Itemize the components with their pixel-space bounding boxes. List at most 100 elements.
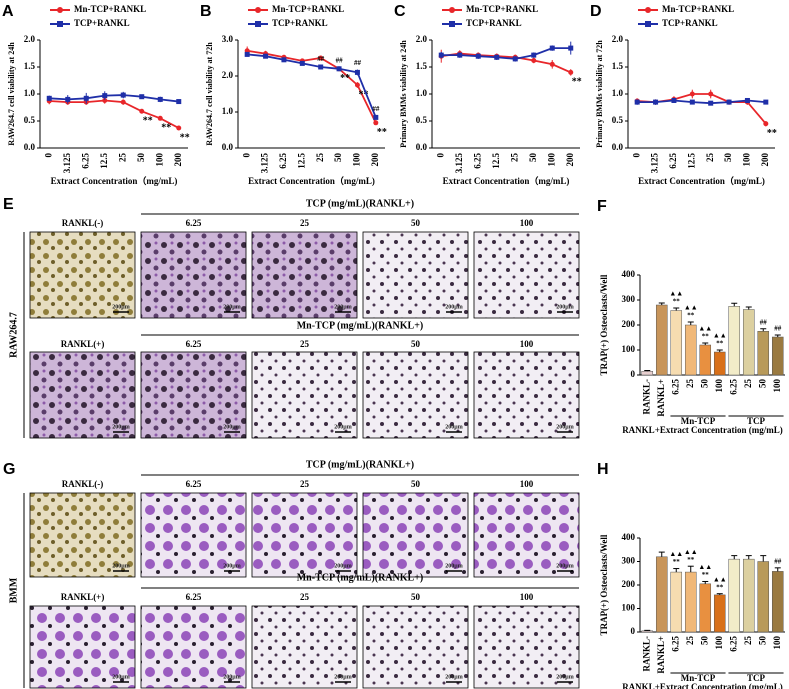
y-tick-label: 200 <box>622 579 636 589</box>
point <box>83 95 89 101</box>
column-label: 50 <box>411 339 421 349</box>
y-tick-label: 2.0 <box>612 34 624 44</box>
scale-label: 200μm <box>556 563 573 569</box>
micrograph <box>362 231 469 319</box>
x-tick-label: 50 <box>699 636 709 646</box>
point <box>763 121 769 127</box>
x-tick-label: 100 <box>742 153 752 167</box>
annotation: ** <box>180 132 190 143</box>
micrograph <box>140 231 247 319</box>
x-tick-label: RANKL+ <box>656 636 666 674</box>
annotation: ** <box>716 340 724 348</box>
micrograph <box>362 605 469 689</box>
x-axis-label: Extract Concentration（mg/mL) <box>638 176 765 186</box>
micrograph <box>29 231 136 319</box>
x-tick-label: 3.125 <box>62 153 72 174</box>
y-tick-label: 2.0 <box>222 70 234 80</box>
x-axis-label: Extract Concentration（mg/mL) <box>248 176 375 186</box>
micrograph <box>29 351 136 439</box>
legend-label: Mn-TCP+RANKL <box>74 4 146 14</box>
x-tick-label: 6.25 <box>278 153 288 169</box>
point <box>102 97 108 103</box>
legend-marker <box>255 7 261 13</box>
legend-label: TCP+RANKL <box>272 18 328 28</box>
group-label: TCP <box>747 673 766 683</box>
x-tick-label: 50 <box>699 379 709 389</box>
row-header: TCP (mg/mL)(RANKL+) <box>306 459 414 470</box>
first-label: RANKL(-) <box>62 218 104 228</box>
scale-label: 200μm <box>223 563 240 569</box>
series-line <box>247 49 377 124</box>
micrograph <box>362 492 469 578</box>
series-line <box>441 47 571 60</box>
y-tick-label: 100 <box>622 603 636 613</box>
x-tick-label: 0 <box>241 153 251 158</box>
annotation: ** <box>572 77 582 88</box>
column-label: 6.25 <box>186 479 202 489</box>
annotation: ## <box>317 55 325 63</box>
annotation: ** <box>687 312 695 320</box>
x-tick-label: 3.125 <box>454 153 464 174</box>
point <box>373 120 379 126</box>
cell-label: BMM <box>8 577 19 603</box>
bar <box>655 556 668 633</box>
annotation: ** <box>377 127 387 138</box>
annotation: ** <box>767 128 777 139</box>
panel-label: B <box>200 3 212 20</box>
y-tick-label: 0.5 <box>24 115 36 125</box>
point <box>318 55 324 61</box>
point <box>512 56 518 62</box>
point <box>531 52 537 58</box>
point <box>475 53 481 59</box>
y-tick-label: 300 <box>622 556 636 566</box>
x-tick-label: 200 <box>760 153 770 167</box>
x-axis-label: Extract Concentration（mg/mL) <box>51 176 178 186</box>
column-label: 25 <box>300 218 310 228</box>
legend-marker <box>57 7 63 13</box>
series-line <box>49 94 179 103</box>
y-axis-label: TRAP(+) Osteoclasts/Well <box>599 274 609 375</box>
scale-label: 200μm <box>445 424 462 430</box>
scale-label: 200μm <box>223 674 240 680</box>
y-tick-label: 0.0 <box>222 142 234 152</box>
first-label: RANKL(+) <box>61 339 105 349</box>
point <box>139 94 145 100</box>
x-tick-label: 25 <box>685 636 695 646</box>
y-tick-label: 1.0 <box>416 88 428 98</box>
y-tick-label: 0 <box>631 369 636 379</box>
x-tick-label: 6.25 <box>80 153 90 169</box>
point <box>689 99 695 105</box>
scale-label: 200μm <box>223 304 240 310</box>
y-tick-label: 1.5 <box>416 61 428 71</box>
column-label: 25 <box>300 592 310 602</box>
column-label: 50 <box>411 218 421 228</box>
point <box>157 96 163 102</box>
x-tick-label: 6.25 <box>668 153 678 169</box>
annotation: ▲▲ <box>684 304 698 312</box>
x-tick-label: 0 <box>631 153 641 158</box>
column-label: 100 <box>520 339 534 349</box>
scale-label: 200μm <box>112 424 129 430</box>
annotation: ▲▲ <box>669 290 683 298</box>
point <box>373 114 379 120</box>
legend-marker <box>645 7 651 13</box>
y-tick-label: 0 <box>631 626 636 636</box>
column-label: 50 <box>411 592 421 602</box>
x-tick-label: RANKL+ <box>656 379 666 417</box>
annotation: ## <box>774 557 782 565</box>
point <box>689 91 695 97</box>
y-tick-label: 0.0 <box>416 142 428 152</box>
column-label: 25 <box>300 339 310 349</box>
bar <box>641 371 654 376</box>
point <box>726 99 732 105</box>
micrograph <box>29 605 136 689</box>
x-tick-label: 12.5 <box>99 153 109 169</box>
x-tick-label: 100 <box>546 153 556 167</box>
group-label: Mn-TCP <box>681 673 716 683</box>
point <box>568 69 574 75</box>
point <box>46 95 52 101</box>
x-tick-label: RANKL- <box>641 379 651 415</box>
y-tick-label: 300 <box>622 294 636 304</box>
annotation: ▲▲ <box>684 548 698 556</box>
legend-label: TCP+RANKL <box>74 18 130 28</box>
